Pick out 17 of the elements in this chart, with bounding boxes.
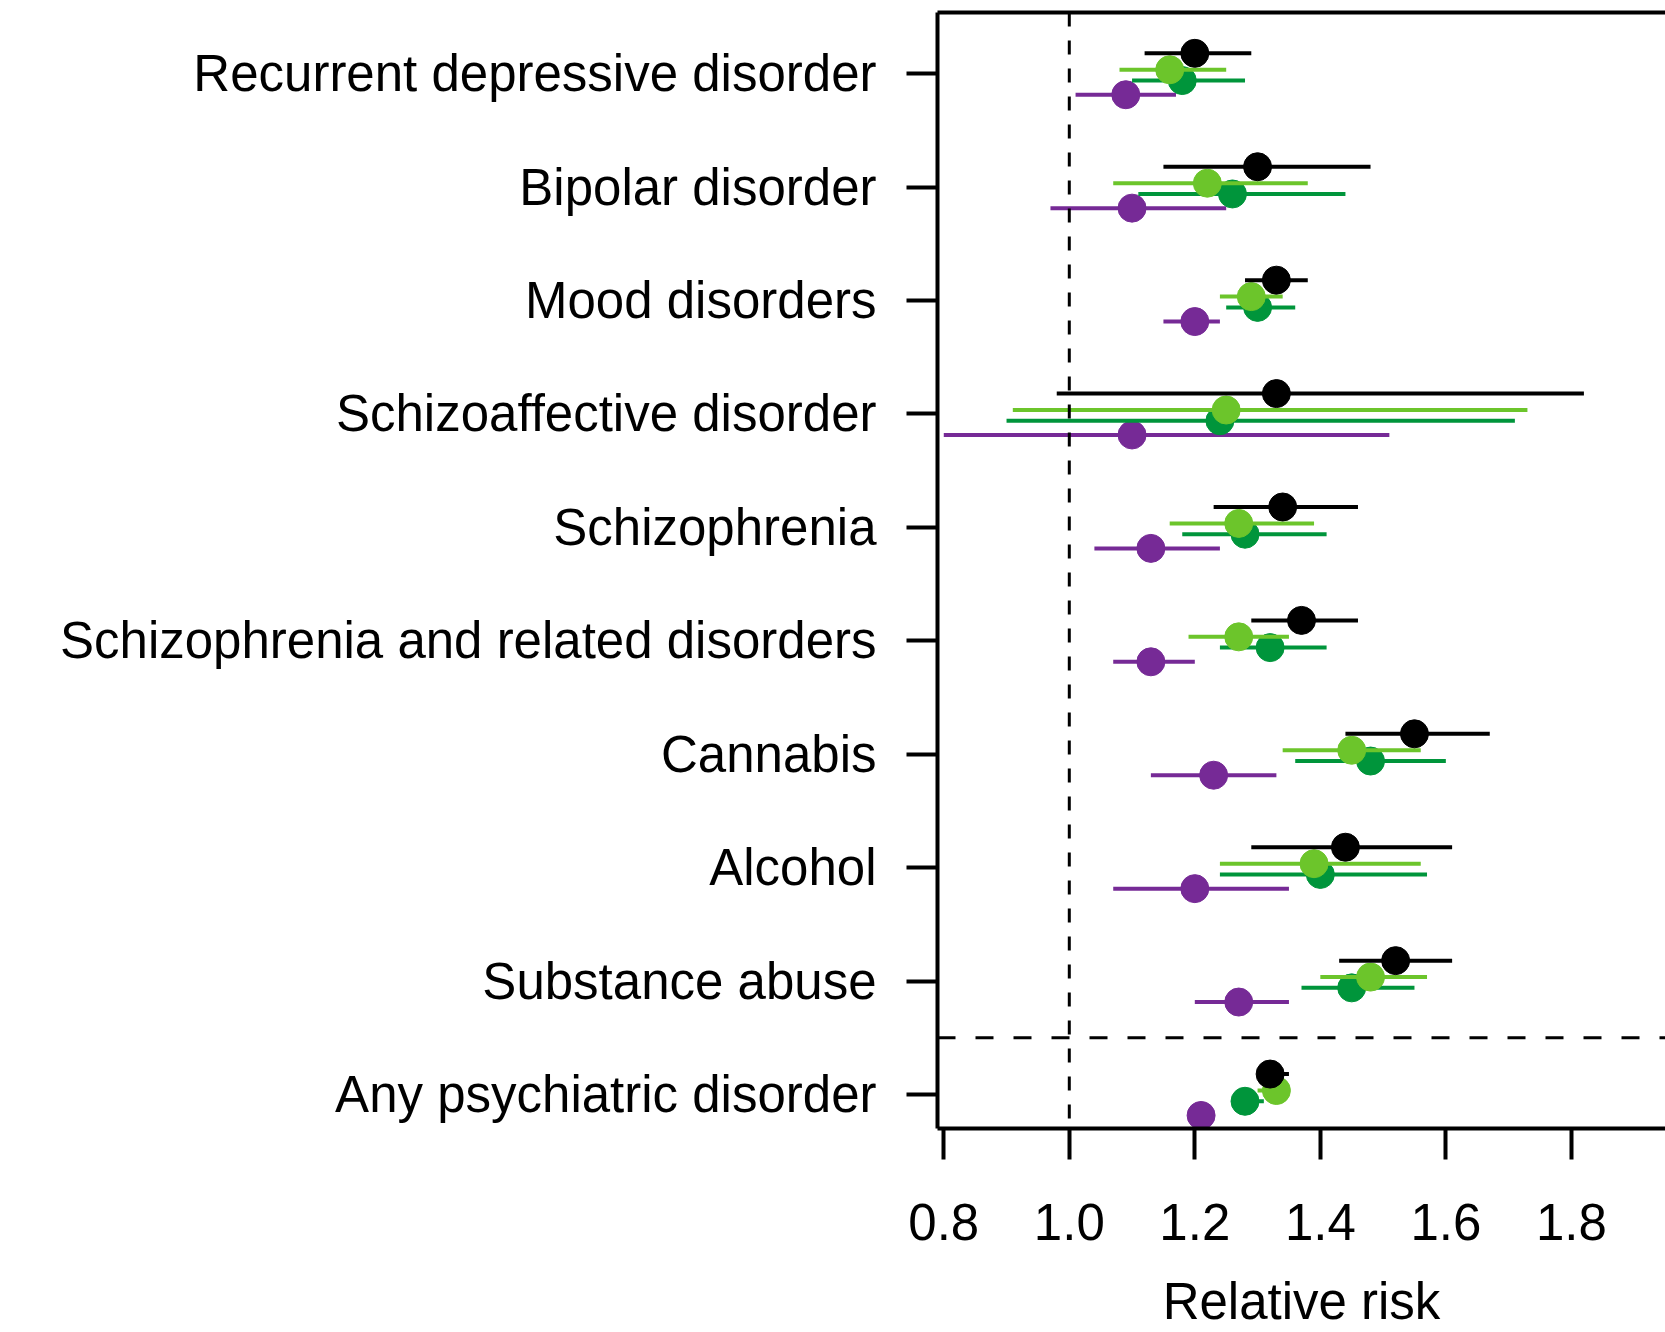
- y-tick-label: Schizophrenia and related disorders: [60, 612, 877, 670]
- y-tick-label: Bipolar disorder: [519, 158, 877, 216]
- y-tick-label: Substance abuse: [482, 952, 877, 1010]
- y-tick-label: Schizoaffective disorder: [335, 385, 877, 443]
- x-tick-label: 1.0: [1033, 1193, 1105, 1251]
- y-tick-label: Cannabis: [661, 725, 877, 783]
- y-tick-label: Schizophrenia: [553, 498, 878, 556]
- x-tick-label: 1.6: [1410, 1193, 1482, 1251]
- y-tick-label: Any psychiatric disorder: [335, 1065, 877, 1123]
- x-tick-label: 0.8: [908, 1193, 980, 1251]
- x-tick-label: 1.4: [1284, 1193, 1356, 1251]
- x-axis-title: Relative risk: [1162, 1272, 1441, 1330]
- x-tick-label: 1.8: [1535, 1193, 1607, 1251]
- y-tick-label: Recurrent depressive disorder: [193, 45, 877, 103]
- y-tick-label: Alcohol: [709, 839, 877, 897]
- x-tick-label: 1.2: [1159, 1193, 1231, 1251]
- y-tick-label: Mood disorders: [525, 272, 877, 330]
